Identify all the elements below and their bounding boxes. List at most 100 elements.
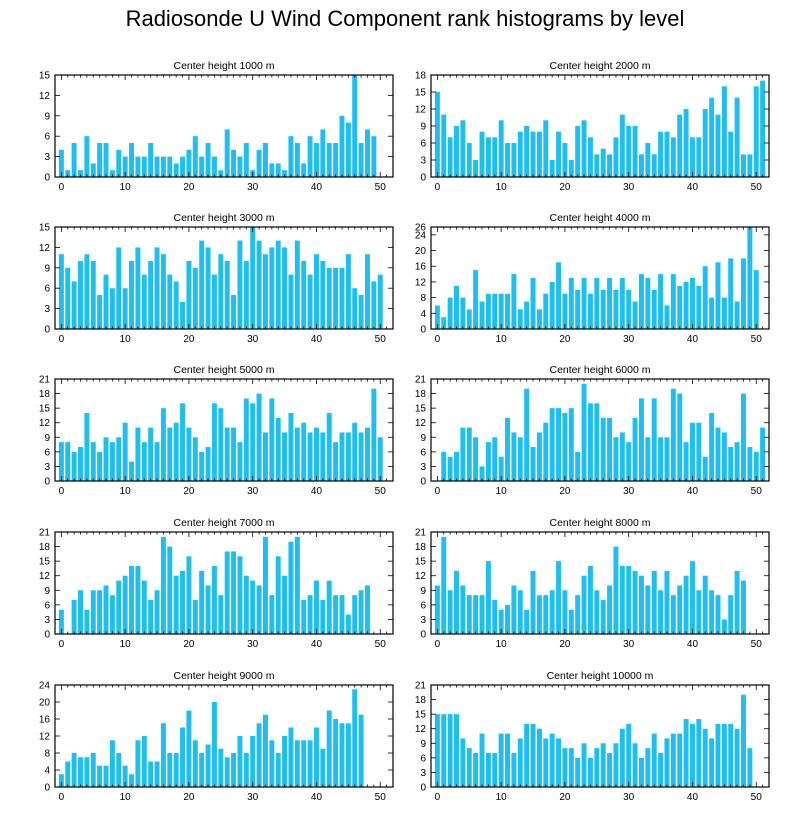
histogram-bar — [702, 575, 708, 634]
histogram-bar — [282, 736, 288, 787]
histogram-bar — [683, 575, 689, 634]
histogram-bar — [626, 126, 632, 177]
histogram-bar — [326, 580, 332, 634]
histogram-bar — [282, 575, 288, 634]
histogram-bar — [224, 261, 230, 329]
histogram-bar — [530, 131, 536, 177]
histogram-bar — [294, 427, 300, 481]
histogram-bar — [129, 774, 135, 787]
histogram-bar — [307, 274, 313, 329]
x-tick-label: 0 — [435, 182, 441, 193]
histogram-bar — [352, 422, 358, 481]
histogram-bar — [734, 301, 740, 329]
histogram-bar — [479, 131, 485, 177]
y-tick-label: 6 — [44, 284, 50, 295]
histogram-bar — [180, 727, 186, 787]
histogram-bar — [670, 733, 676, 787]
y-tick-label: 9 — [420, 122, 426, 133]
y-tick-label: 15 — [39, 223, 51, 234]
histogram-bar — [505, 604, 511, 634]
histogram-bar — [103, 143, 109, 177]
histogram-bar — [339, 267, 345, 329]
histogram-bar — [664, 570, 670, 634]
histogram-bar — [320, 432, 326, 481]
histogram-bar — [549, 590, 555, 634]
histogram-bar — [339, 115, 345, 177]
histogram-bar — [479, 595, 485, 634]
histogram-bar — [715, 114, 721, 177]
histogram-bar — [135, 247, 141, 329]
histogram-bar — [78, 170, 83, 177]
histogram-bar — [645, 143, 651, 177]
histogram-bar — [454, 126, 459, 177]
histogram-bar — [473, 595, 479, 634]
histogram-bar — [562, 590, 568, 634]
histogram-bar — [352, 689, 358, 787]
histogram-bar — [677, 733, 683, 787]
histogram-bar — [211, 566, 217, 634]
histogram-bar — [262, 254, 268, 329]
x-tick-label: 0 — [59, 334, 65, 345]
histogram-bar — [352, 288, 358, 329]
y-tick-label: 18 — [39, 389, 51, 400]
histogram-bar — [129, 261, 135, 329]
y-tick-label: 21 — [415, 681, 427, 692]
histogram-bar — [352, 595, 358, 634]
histogram-bar — [543, 293, 549, 329]
histogram-bar — [218, 170, 224, 177]
histogram-bar — [339, 595, 345, 634]
histogram-bar — [651, 289, 657, 329]
x-tick-label: 30 — [623, 792, 635, 803]
y-tick-label: 18 — [39, 542, 51, 553]
histogram-bar — [696, 285, 702, 329]
histogram-bar — [460, 120, 466, 177]
histogram-bar — [307, 740, 313, 787]
histogram-bar — [651, 570, 657, 634]
x-tick-label: 0 — [59, 486, 65, 497]
histogram-bar — [466, 309, 472, 329]
histogram-bar — [320, 600, 326, 634]
histogram-bar — [473, 437, 479, 481]
histogram-bar — [734, 97, 740, 177]
histogram-bar — [154, 442, 160, 481]
histogram-bar — [556, 561, 562, 634]
y-tick-label: 0 — [420, 325, 426, 336]
histogram-bar — [103, 585, 109, 634]
histogram-bar — [141, 736, 147, 787]
histogram-bar — [454, 285, 459, 329]
y-tick-label: 15 — [415, 88, 427, 99]
y-tick-label: 9 — [420, 433, 426, 444]
y-tick-label: 8 — [44, 749, 50, 760]
histogram-bar — [237, 156, 243, 177]
histogram-bar — [651, 733, 657, 787]
histogram-bar — [250, 736, 256, 787]
histogram-bar — [377, 274, 383, 329]
histogram-bar — [211, 156, 217, 177]
histogram-bar — [632, 301, 638, 329]
histogram-bar — [275, 556, 281, 634]
histogram-bar — [575, 757, 581, 787]
histogram-bar — [715, 262, 721, 329]
histogram-bar — [613, 437, 619, 481]
histogram-bar — [173, 575, 179, 634]
histogram-bar — [78, 447, 83, 481]
histogram-bar — [689, 723, 695, 787]
histogram-bar — [78, 757, 83, 787]
histogram-bar — [638, 757, 644, 787]
plot-frame — [54, 531, 394, 635]
histogram-bar — [619, 114, 625, 177]
histogram-bar — [180, 570, 186, 634]
histogram-bar — [180, 156, 186, 177]
histogram-bar — [192, 437, 198, 481]
histogram-bar — [466, 143, 472, 177]
histogram-bar — [231, 753, 237, 787]
x-tick-label: 20 — [559, 639, 571, 650]
histogram-bar — [511, 753, 517, 787]
y-tick-label: 21 — [39, 528, 51, 539]
x-tick-label: 40 — [311, 639, 323, 650]
histogram-bar — [307, 136, 313, 177]
histogram-bar — [97, 143, 103, 177]
histogram-bar — [651, 398, 657, 481]
histogram-bar — [135, 740, 141, 787]
histogram-panel: Center height 6000 m 0 10 20 30 40 50 0 3 6 9 12 15 1… — [415, 364, 770, 497]
